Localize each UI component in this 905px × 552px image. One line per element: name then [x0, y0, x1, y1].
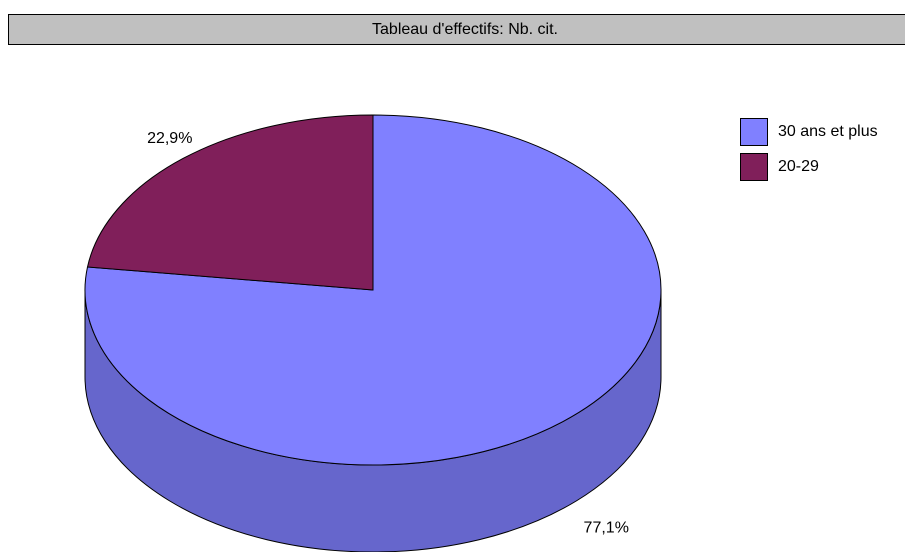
legend-swatch [740, 118, 768, 146]
data-label: 77,1% [584, 520, 629, 537]
data-label: 22,9% [147, 130, 192, 147]
legend-swatch [740, 153, 768, 181]
title-bar [8, 14, 905, 45]
legend-label: 30 ans et plus [778, 123, 878, 140]
chart-title: Tableau d'effectifs: Nb. cit. [372, 21, 558, 38]
legend-label: 20-29 [778, 158, 819, 175]
pie-slice [86, 114, 374, 291]
